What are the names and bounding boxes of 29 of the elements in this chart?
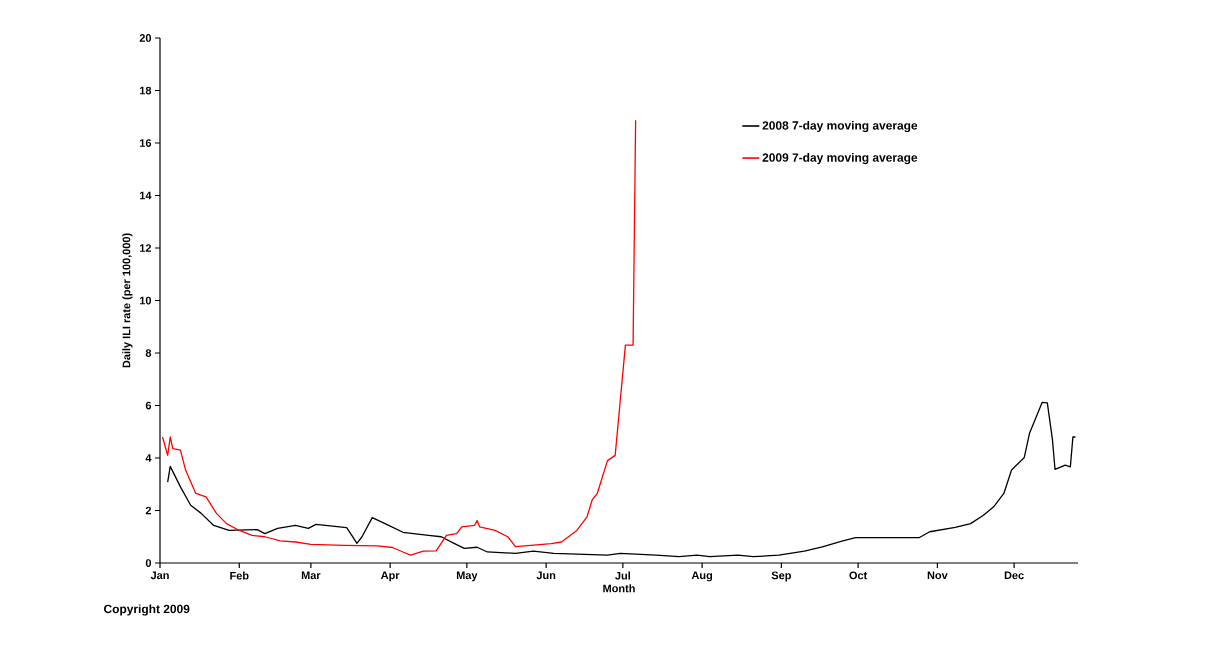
x-axis-title: Month [603, 584, 635, 593]
y-tick-label: 0 [145, 559, 152, 567]
x-tick-label: Jan [150, 571, 169, 580]
x-tick-label: Aug [691, 571, 713, 582]
x-tick-label: Feb [230, 571, 249, 580]
x-tick-label: Nov [927, 571, 948, 580]
y-tick-label: 8 [145, 349, 152, 357]
x-tick-label: May [456, 571, 478, 582]
x-tick-label: Jul [615, 571, 630, 580]
y-tick-label: 4 [145, 454, 152, 462]
x-tick-label: Apr [380, 571, 400, 582]
y-tick-label: 14 [140, 191, 152, 200]
y-axis-title: Daily ILI rate (per 100,000) [122, 233, 133, 368]
y-tick-label: 18 [140, 86, 152, 95]
x-tick-label: Mar [301, 571, 321, 580]
y-tick-label: 20 [139, 34, 152, 42]
y-tick-label: 6 [145, 401, 152, 410]
x-tick-label: Jun [536, 571, 556, 580]
text: Copyright 2009 [104, 604, 190, 616]
x-tick-label: Oct [849, 571, 868, 580]
y-tick-label: 12 [140, 244, 152, 252]
line-series [161, 119, 637, 556]
y-tick-label: 2 [145, 506, 152, 515]
legend-label: 2009 7-day moving average [762, 153, 918, 165]
y-tick-label: 16 [140, 139, 152, 147]
y-tick-label: 10 [140, 296, 152, 305]
x-tick-label: Dec [1004, 571, 1024, 580]
legend-label: 2008 7-day moving average [762, 120, 918, 133]
x-tick-label: Sep [771, 571, 791, 582]
